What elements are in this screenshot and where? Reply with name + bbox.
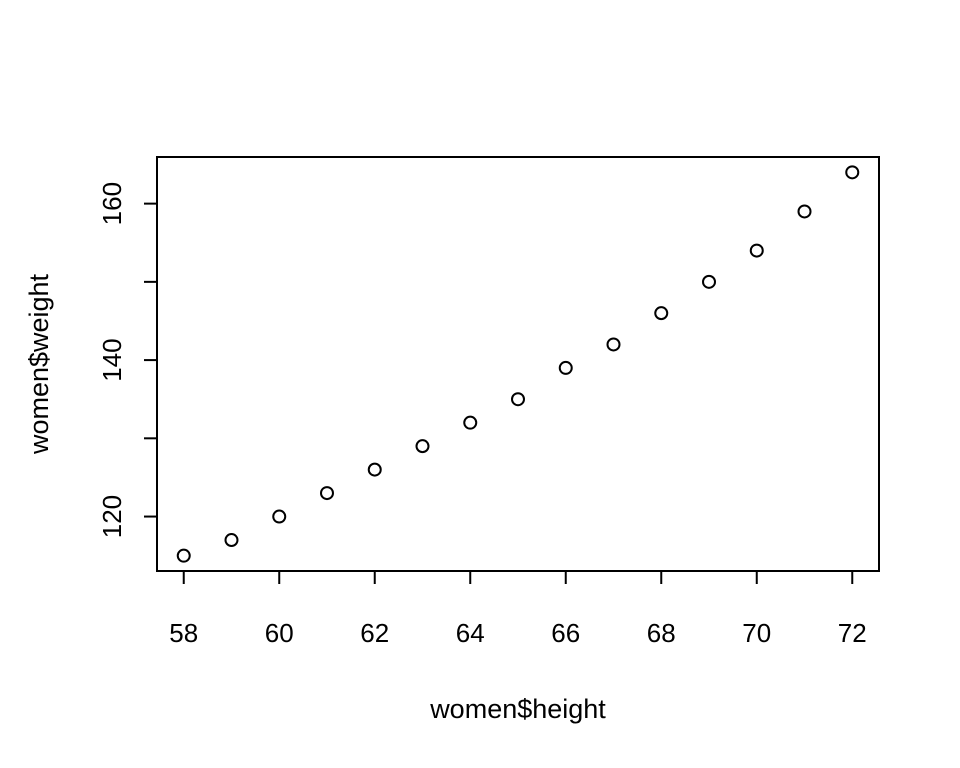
data-point xyxy=(606,337,621,352)
plot-box xyxy=(156,156,880,572)
data-point xyxy=(415,439,430,454)
y-tick-label: 120 xyxy=(97,495,127,538)
x-tick-label: 58 xyxy=(169,618,198,648)
data-point xyxy=(654,306,669,321)
data-point xyxy=(558,360,573,375)
x-axis-title: women$height xyxy=(429,694,606,724)
data-point xyxy=(319,486,334,501)
data-points xyxy=(176,165,860,563)
x-tick-label: 72 xyxy=(838,618,867,648)
x-tick-label: 64 xyxy=(456,618,485,648)
x-tick-label: 62 xyxy=(360,618,389,648)
y-tick-label: 140 xyxy=(97,338,127,381)
data-point xyxy=(463,415,478,430)
data-point xyxy=(749,243,764,258)
data-point xyxy=(367,462,382,477)
data-point xyxy=(702,274,717,289)
data-point xyxy=(176,548,191,563)
x-tick-label: 68 xyxy=(647,618,676,648)
data-point xyxy=(797,204,812,219)
data-point xyxy=(511,392,525,407)
y-tick-label: 160 xyxy=(97,182,127,225)
x-tick-label: 70 xyxy=(742,618,771,648)
data-point xyxy=(224,533,239,548)
x-tick-label: 60 xyxy=(265,618,294,648)
data-point xyxy=(272,509,287,524)
data-point xyxy=(845,165,860,180)
x-tick-label: 66 xyxy=(551,618,580,648)
y-axis: 120 140 160 xyxy=(97,182,158,538)
y-axis-title: women$weight xyxy=(24,273,54,455)
x-axis: 58 60 62 64 66 68 70 72 xyxy=(169,570,867,648)
